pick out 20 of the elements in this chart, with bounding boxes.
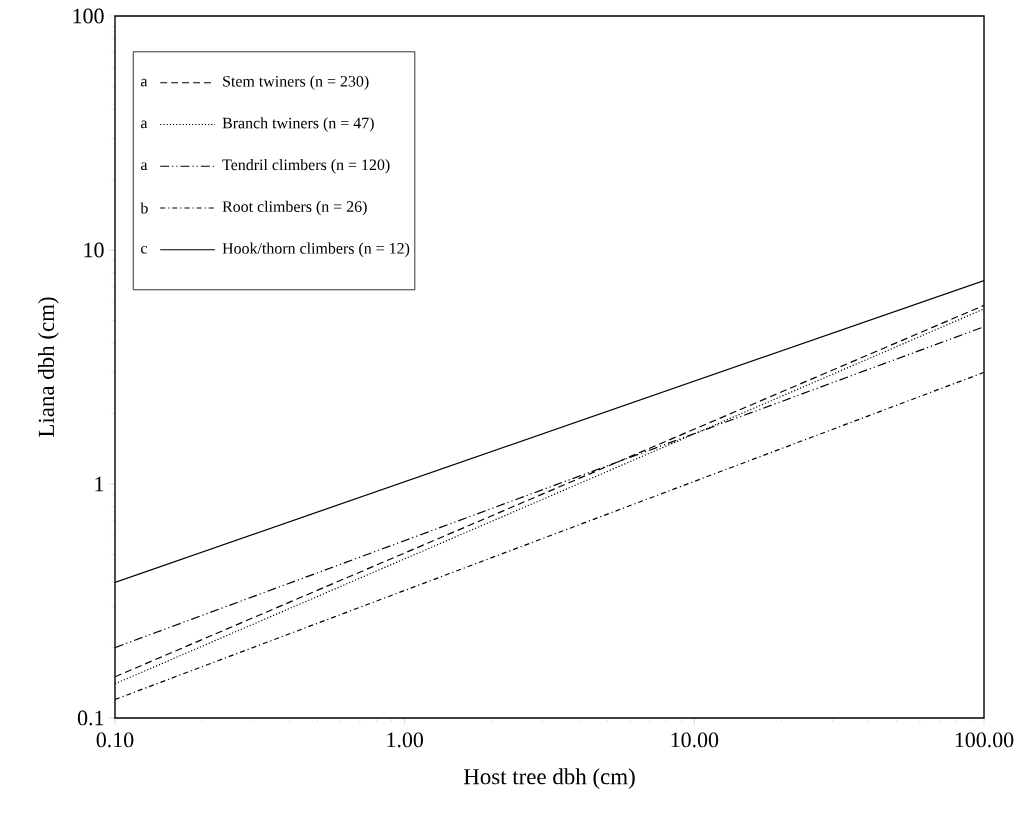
y-tick-label: 100	[73, 8, 104, 24]
annotation: b	[140, 202, 148, 214]
legend-label: Tendril climbers (n = 120)	[222, 158, 390, 174]
y-tick-label: 1	[95, 476, 104, 492]
y-tick-label: 0.1	[77, 710, 104, 726]
annotation: a	[140, 120, 148, 129]
legend-label: Stem twiners (n = 230)	[223, 75, 369, 90]
x-tick-label: 0.10	[96, 732, 134, 748]
x-tick-label: 10.00	[671, 732, 719, 748]
x-tick-label: 1.00	[387, 732, 424, 748]
y-axis-title: Liana dbh (cm)	[37, 297, 59, 437]
x-tick-label: 100.00	[955, 732, 1014, 748]
legend-label: Root climbers (n = 26)	[222, 200, 367, 216]
legend-label: Branch twiners (n = 47)	[222, 117, 374, 132]
annotation: a	[140, 78, 148, 87]
x-axis-title: Host tree dbh (cm)	[463, 768, 635, 790]
legend-label: Hook/thorn climbers (n = 12)	[222, 242, 410, 257]
annotation: c	[141, 245, 147, 254]
y-tick-label: 10	[84, 242, 104, 258]
annotation: a	[140, 162, 148, 171]
